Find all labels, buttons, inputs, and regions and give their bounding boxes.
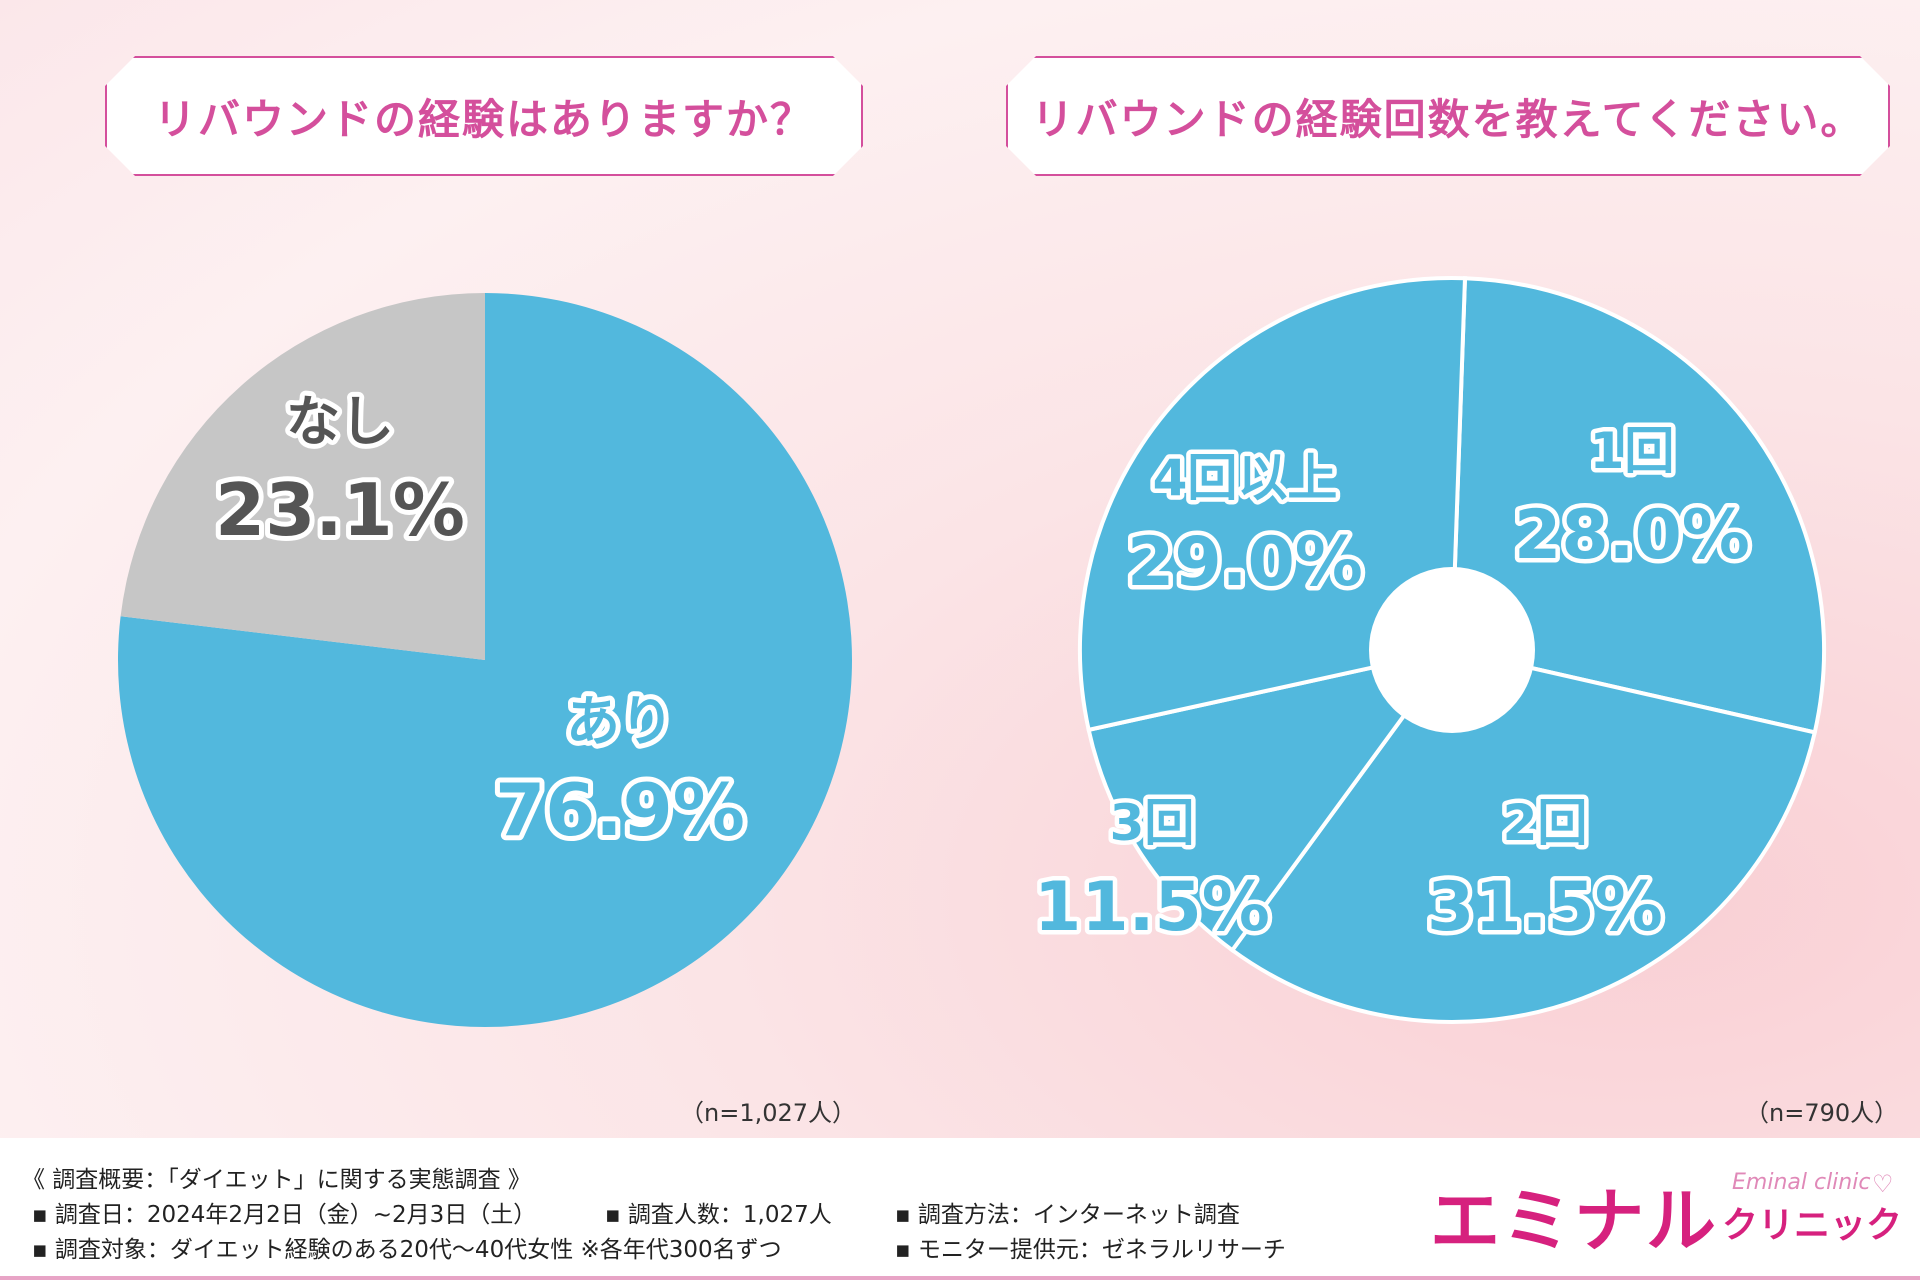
pie2-category-label-2: 3回 xyxy=(1110,794,1195,852)
pie1-slice-0 xyxy=(117,293,852,1027)
survey-provider: ▪ モニター提供元：ゼネラルリサーチ xyxy=(895,1237,1286,1263)
pie-chart-rebound-count: 1回 28.0% 2回 31.5% 3回 11.5% 4回以上 29.0% xyxy=(1030,276,1826,1024)
pie-chart-rebound-experience: あり 76.9% なし 23.1% xyxy=(117,293,852,1027)
pie2-slice-0 xyxy=(1449,276,1826,735)
pie1-value-label-1: 23.1% xyxy=(215,468,465,552)
pie2-value-label-0: 28.0% xyxy=(1514,496,1750,575)
chart1-title: リバウンドの経験はありますか？ xyxy=(105,56,863,176)
footer: 《 調査概要：「ダイエット」に関する実態調査 》 ▪ 調査日：2024年2月2日… xyxy=(0,1138,1920,1280)
pie2-value-label-1: 31.5% xyxy=(1427,868,1663,947)
pie1-value-label-0: 76.9% xyxy=(495,768,745,852)
sample-size-note-1: （n=1,027人） xyxy=(680,1099,857,1127)
pie2-value-label-3: 29.0% xyxy=(1127,523,1363,602)
pie2-value-label-2: 11.5% xyxy=(1034,868,1270,947)
pie2-category-label-0: 1回 xyxy=(1590,422,1675,480)
survey-date: ▪ 調査日：2024年2月2日（金）~2月3日（土） xyxy=(32,1202,537,1228)
pie2-category-label-1: 2回 xyxy=(1503,794,1588,852)
survey-title: 《 調査概要：「ダイエット」に関する実態調査 》 xyxy=(22,1167,531,1193)
logo-en: Eminal clinic xyxy=(1732,1170,1871,1195)
logo-clinic: クリニック xyxy=(1722,1205,1903,1246)
pie2-slice-1 xyxy=(1229,647,1818,1024)
pie2-slice-3 xyxy=(1078,276,1468,733)
pie1-slice-1 xyxy=(120,293,485,660)
pie2-category-label-3: 4回以上 xyxy=(1153,449,1338,507)
pie1-category-label-0: あり xyxy=(566,690,674,753)
pie2-slice-2 xyxy=(1086,646,1457,953)
chart2-title: リバウンドの経験回数を教えてください。 xyxy=(1006,56,1890,176)
survey-method: ▪ 調査方法：インターネット調査 xyxy=(895,1202,1240,1228)
pie1-category-label-1: なし xyxy=(286,390,394,453)
heart-icon: ♡ xyxy=(1872,1170,1894,1198)
pie2-center-hole xyxy=(1369,567,1535,733)
footer-divider xyxy=(0,1276,1920,1280)
survey-count: ▪ 調査人数：1,027人 xyxy=(605,1202,832,1228)
logo-eminal: エミナル xyxy=(1430,1180,1718,1262)
sample-size-note-2: （n=790人） xyxy=(1745,1099,1899,1127)
survey-target: ▪ 調査対象：ダイエット経験のある20代～40代女性 ※各年代300名ずつ xyxy=(32,1237,782,1263)
